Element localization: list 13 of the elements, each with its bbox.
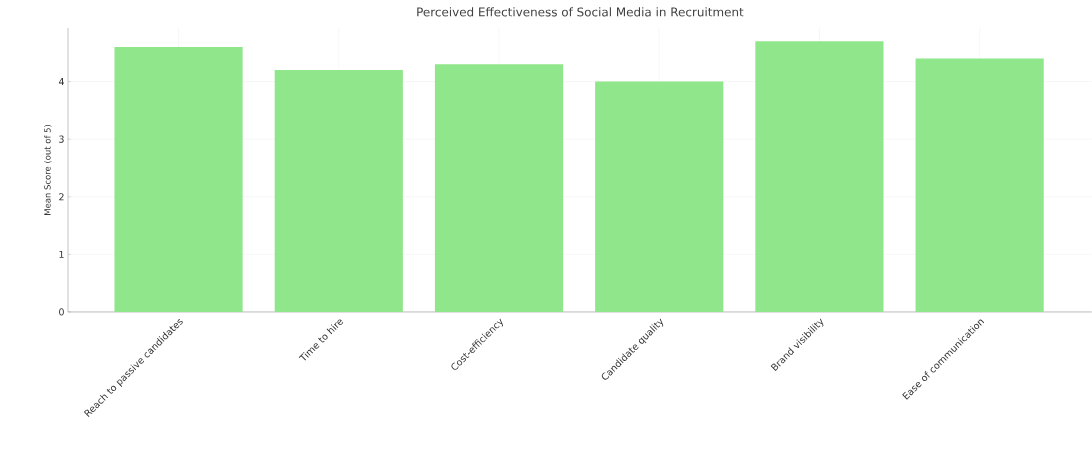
bar	[434, 64, 564, 312]
bar	[755, 41, 884, 312]
bar	[114, 47, 243, 312]
bar	[274, 70, 403, 312]
y-tick-label: 0	[59, 308, 64, 316]
bar	[915, 58, 1044, 312]
chart-title: Perceived Effectiveness of Social Media in Recruitment	[417, 7, 744, 17]
y-axis-title: Mean Score (out of 5)	[44, 124, 52, 215]
y-tick-label: 1	[59, 250, 64, 258]
y-tick-label: 3	[59, 135, 64, 143]
bar	[595, 81, 724, 312]
y-tick-label: 2	[59, 193, 64, 201]
y-tick-label: 4	[58, 78, 64, 86]
